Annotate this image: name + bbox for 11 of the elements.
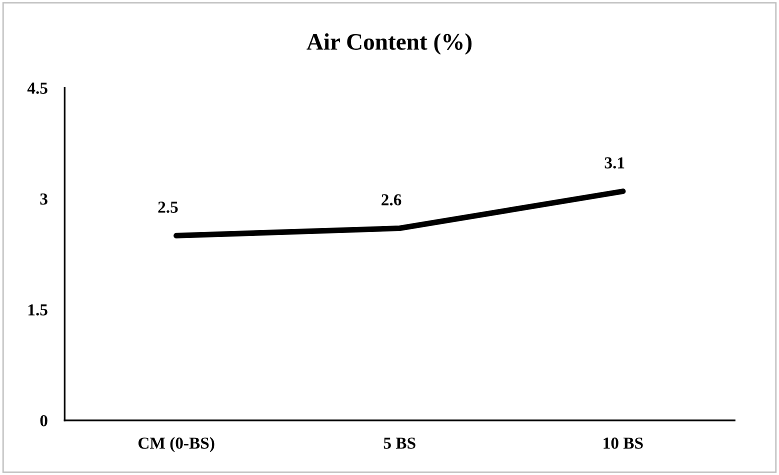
data-label: 2.5 <box>158 202 178 213</box>
chart-title: Air Content (%) <box>306 33 472 55</box>
y-tick-label: 1.5 <box>28 304 48 316</box>
data-label: 2.6 <box>382 194 402 206</box>
x-tick-label: 10 BS <box>604 438 643 449</box>
y-tick-label: 3 <box>40 193 48 205</box>
y-tick-label: 4.5 <box>27 82 48 94</box>
y-tick-label: 0 <box>40 415 48 426</box>
data-label: 3.1 <box>604 157 624 169</box>
x-tick-label: CM (0-BS) <box>138 437 214 452</box>
x-tick-label: 5 BS <box>384 438 416 449</box>
